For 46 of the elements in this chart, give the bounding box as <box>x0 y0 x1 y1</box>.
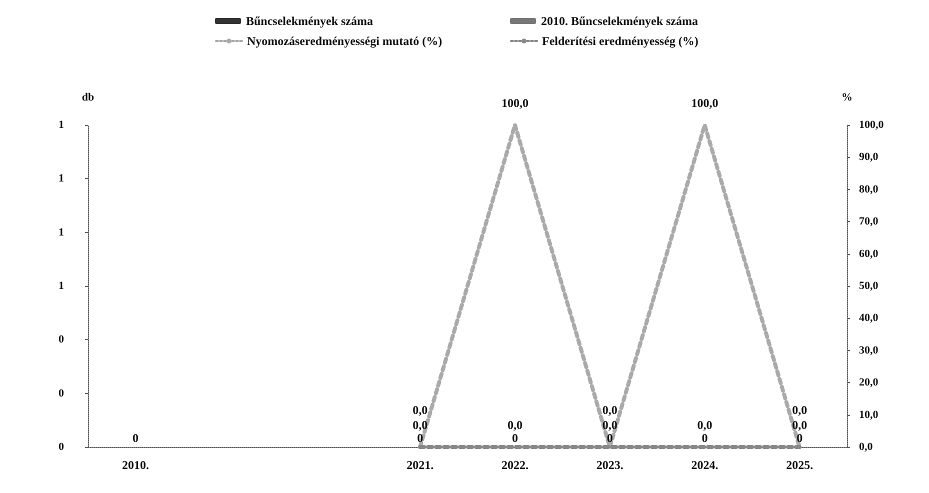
data-label: 100,0 <box>501 96 528 110</box>
y-tick-label: 1 <box>58 119 64 131</box>
x-tick-label: 2022. <box>501 458 528 472</box>
y-tick-label: 0 <box>58 334 64 346</box>
legend-label: 2010. Bűncselekmények száma <box>541 14 698 28</box>
y-axis-title: db <box>82 92 94 104</box>
y-tick-label: 1 <box>58 172 64 185</box>
x-tick-label: 2010. <box>122 458 149 472</box>
y2-tick-label: 30,0 <box>859 344 879 356</box>
y2-tick-label: 20,0 <box>859 376 879 389</box>
y2-tick-label: 70,0 <box>859 216 879 228</box>
y2-tick-label: 50,0 <box>859 280 879 292</box>
y-tick-label: 1 <box>58 226 64 238</box>
x-tick-label: 2025. <box>786 458 814 472</box>
data-label: 0 <box>512 431 518 445</box>
y-tick-label: 0 <box>58 387 64 400</box>
y2-tick-label: 60,0 <box>859 248 879 260</box>
legend-label: Felderítési eredményesség (%) <box>542 34 698 48</box>
y2-tick-label: 100,0 <box>859 119 884 131</box>
y2-tick-label: 90,0 <box>859 151 879 164</box>
y-tick-label: 0 <box>58 441 64 453</box>
x-tick-label: 2023. <box>596 458 624 472</box>
data-label: 0 <box>132 431 138 445</box>
x-tick-label: 2021. <box>406 458 434 472</box>
x-tick-label: 2024. <box>691 458 718 472</box>
data-label: 100,0 <box>691 96 718 110</box>
legend-label: Bűncselekmények száma <box>246 14 373 28</box>
data-label: 0 <box>702 431 708 445</box>
data-label: 0 <box>606 431 613 445</box>
y2-tick-label: 40,0 <box>859 312 879 324</box>
y2-tick-label: 80,0 <box>859 183 879 196</box>
data-label: 0,0 <box>412 418 428 432</box>
legend-label: Nyomozáseredményességi mutató (%) <box>247 34 442 48</box>
y-tick-label: 1 <box>58 280 64 292</box>
data-label: 0,0 <box>412 403 428 417</box>
data-label: 0,0 <box>602 418 618 432</box>
y2-axis-title: % <box>842 92 852 104</box>
data-label: 0,0 <box>602 403 618 417</box>
data-label: 0,0 <box>507 418 522 432</box>
y2-tick-label: 0,0 <box>859 441 874 453</box>
data-label: 0 <box>417 431 424 445</box>
data-label: 0 <box>796 431 803 445</box>
data-label: 0,0 <box>697 418 712 432</box>
data-label: 0,0 <box>792 403 808 417</box>
y2-tick-label: 10,0 <box>859 408 879 421</box>
data-label: 0,0 <box>792 418 808 432</box>
